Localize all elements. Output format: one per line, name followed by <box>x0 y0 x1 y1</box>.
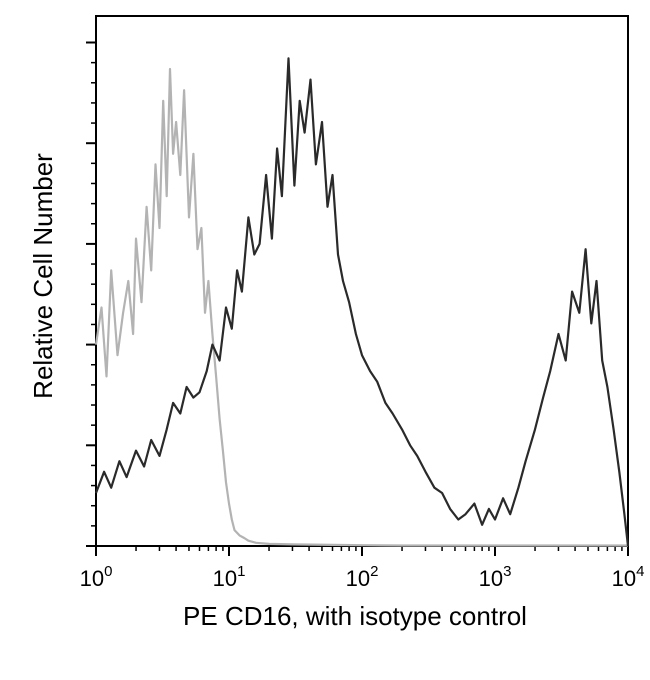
series-layer <box>94 57 630 547</box>
pe-cd16-series <box>94 57 630 547</box>
y-axis-title: Relative Cell Number <box>28 153 58 399</box>
isotype-control-series <box>94 67 628 547</box>
x-axis-title: PE CD16, with isotype control <box>183 601 527 631</box>
x-tick-label: 104 <box>612 563 645 591</box>
x-tick-label: 100 <box>80 563 113 591</box>
x-tick-label: 103 <box>479 563 512 591</box>
plot-frame <box>95 15 629 547</box>
x-axis-ticks <box>95 546 629 556</box>
x-tick-label: 101 <box>213 563 246 591</box>
x-tick-label: 102 <box>346 563 379 591</box>
x-tick-labels: 100 101 102 103 104 <box>80 563 645 591</box>
y-axis-ticks <box>86 41 96 547</box>
